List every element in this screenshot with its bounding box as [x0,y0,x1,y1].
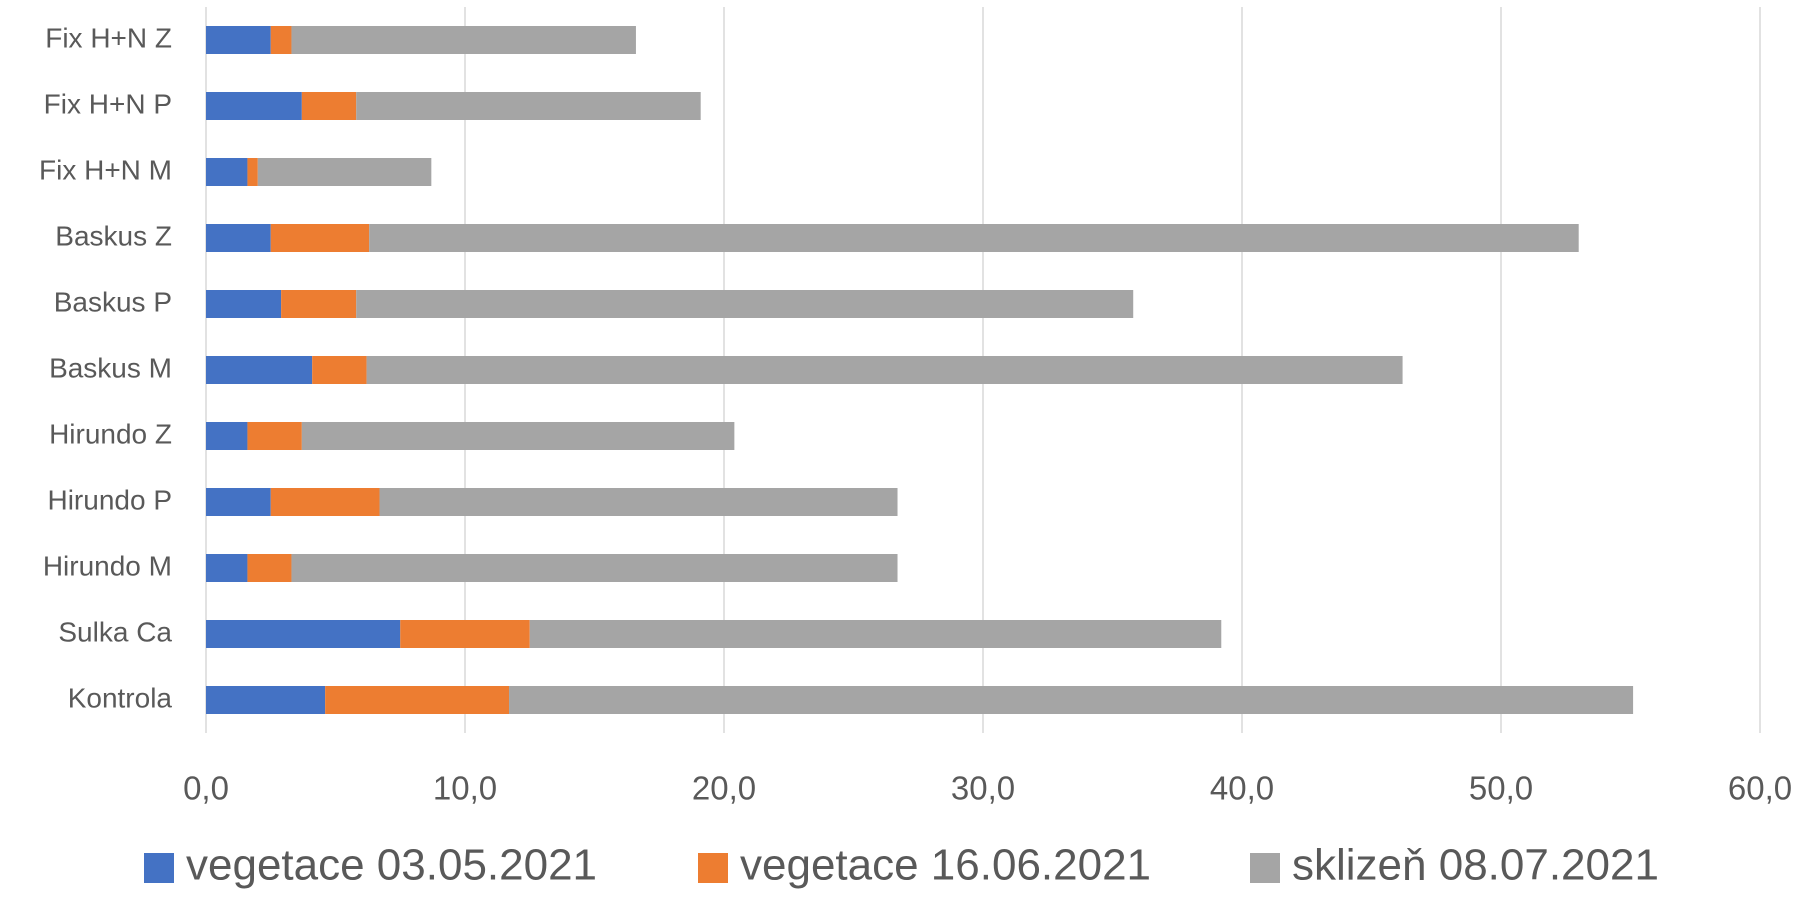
bar-segment [291,554,898,582]
bar-segment [325,686,510,714]
y-tick-label: Hirundo P [47,484,172,515]
bar-segment [366,356,1403,384]
bar-segment [247,422,302,450]
bar-segment [206,620,401,648]
y-tick-label: Fix H+N Z [45,22,172,53]
y-tick-label: Kontrola [68,682,173,713]
legend-label: vegetace 03.05.2021 [186,841,597,890]
bar-segment [356,92,701,120]
bar-segment [206,224,271,252]
bar-segment [206,422,248,450]
legend-label: sklizeň 08.07.2021 [1292,841,1659,890]
legend-label: vegetace 16.06.2021 [740,841,1151,890]
bar-segment [270,224,370,252]
y-tick-label: Hirundo M [43,550,172,581]
x-tick-label: 0,0 [183,770,229,807]
bar-segment [312,356,367,384]
legend-swatch [698,853,728,883]
bar-segment [206,92,302,120]
bar-segment [529,620,1222,648]
bar-segment [400,620,530,648]
legend-swatch [1250,853,1280,883]
bar-segment [206,158,248,186]
bar-segment [206,554,248,582]
bar-segment [270,488,380,516]
legend-swatch [144,853,174,883]
bar-segment [247,554,292,582]
bar-segment [247,158,258,186]
bar-segment [369,224,1579,252]
y-tick-label: Fix H+N P [44,88,172,119]
x-tick-label: 50,0 [1469,770,1533,807]
x-tick-label: 10,0 [433,770,497,807]
y-tick-label: Hirundo Z [49,418,172,449]
y-tick-label: Baskus M [49,352,172,383]
bar-segment [206,686,326,714]
bar-segment [291,26,636,54]
bar-segment [206,356,313,384]
x-tick-label: 60,0 [1728,770,1792,807]
bar-segment [257,158,432,186]
bar-segment [356,290,1134,318]
y-tick-label: Baskus Z [55,220,172,251]
x-tick-label: 30,0 [951,770,1015,807]
bar-segment [301,92,357,120]
bar-segment [509,686,1634,714]
bar-segment [206,488,271,516]
bar-segment [206,26,271,54]
y-tick-label: Baskus P [54,286,172,317]
y-tick-label: Sulka Ca [58,616,172,647]
x-tick-label: 40,0 [1210,770,1274,807]
bar-segment [379,488,898,516]
bar-segment [301,422,735,450]
bar-segment [281,290,357,318]
y-tick-label: Fix H+N M [39,154,172,185]
bar-segment [206,290,282,318]
bar-segment [270,26,292,54]
x-tick-label: 20,0 [692,770,756,807]
